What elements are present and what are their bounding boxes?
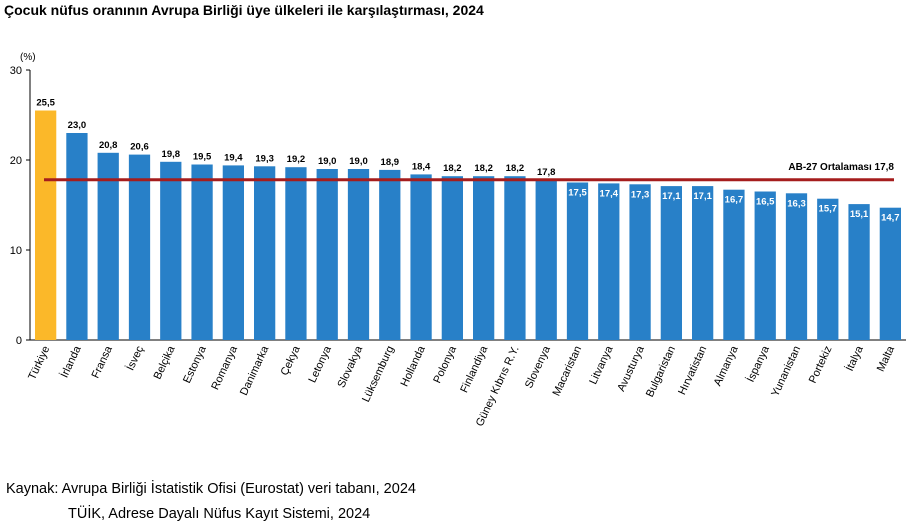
chart-title: Çocuk nüfus oranının Avrupa Birliği üye … bbox=[4, 2, 484, 18]
bar bbox=[473, 176, 495, 340]
category-label: Letonya bbox=[307, 343, 335, 384]
bar bbox=[848, 204, 870, 340]
data-label: 18,9 bbox=[381, 157, 400, 168]
y-tick-label: 30 bbox=[10, 65, 22, 77]
category-label: Belçika bbox=[152, 343, 178, 381]
source-note-line-2: TÜİK, Adrese Dayalı Nüfus Kayıt Sistemi,… bbox=[68, 506, 371, 522]
source-note-line-1: Kaynak: Avrupa Birliği İstatistik Ofisi … bbox=[6, 481, 416, 497]
category-label: Bulgaristan bbox=[644, 344, 678, 399]
data-label: 17,1 bbox=[662, 191, 681, 202]
bar bbox=[692, 186, 714, 340]
data-label: 18,2 bbox=[474, 163, 493, 174]
data-label: 17,5 bbox=[568, 188, 587, 199]
data-label: 19,5 bbox=[193, 152, 212, 163]
category-label: Çekya bbox=[279, 343, 303, 377]
bar bbox=[97, 152, 119, 340]
bar bbox=[566, 182, 589, 340]
bar-chart: 0 10 20 30 (%) 25,5 23,0 20,8 20,6 19,8 19,5 19,4 1… bbox=[10, 52, 906, 428]
data-label: 19,0 bbox=[318, 156, 337, 167]
category-label: Lüksemburg bbox=[360, 344, 396, 404]
y-tick-label: 0 bbox=[16, 335, 22, 347]
category-label: İsveç bbox=[124, 343, 147, 372]
data-label: 20,8 bbox=[99, 140, 118, 151]
average-reference-label: AB-27 Ortalaması 17,8 bbox=[788, 162, 894, 173]
category-label: İtalya bbox=[843, 343, 866, 373]
data-label: 19,2 bbox=[287, 154, 306, 165]
data-label: 14,7 bbox=[881, 213, 900, 224]
bar-series bbox=[35, 110, 901, 340]
bar bbox=[723, 189, 745, 340]
bar bbox=[35, 110, 57, 340]
data-label: 17,1 bbox=[693, 191, 712, 202]
value-labels: 25,5 23,0 20,8 20,6 19,8 19,5 19,4 19,3 19,2 19,0… bbox=[36, 98, 899, 224]
average-line-group: AB-27 Ortalaması 17,8 bbox=[44, 162, 894, 182]
bar bbox=[191, 164, 213, 340]
data-label: 16,7 bbox=[725, 195, 744, 206]
category-label: Fransa bbox=[90, 343, 116, 380]
bar bbox=[254, 166, 276, 340]
bar bbox=[128, 154, 151, 340]
category-label: Almanya bbox=[712, 343, 741, 388]
category-label: Estonya bbox=[181, 343, 209, 385]
data-label: 15,1 bbox=[850, 209, 869, 220]
data-label: 17,3 bbox=[631, 189, 650, 200]
data-label: 19,3 bbox=[255, 153, 274, 164]
bar bbox=[316, 169, 338, 340]
data-label: 20,6 bbox=[130, 142, 149, 153]
data-label: 19,0 bbox=[349, 156, 368, 167]
data-label: 18,2 bbox=[443, 163, 462, 174]
data-label: 17,4 bbox=[600, 188, 619, 199]
category-label: İrlanda bbox=[58, 343, 84, 380]
category-label: Finlandiya bbox=[458, 343, 490, 394]
bar bbox=[598, 183, 620, 340]
category-label: Yunanistan bbox=[769, 344, 803, 398]
bar bbox=[785, 193, 808, 340]
bar bbox=[347, 169, 370, 340]
category-label: Danimarka bbox=[238, 343, 272, 397]
data-label: 19,4 bbox=[224, 152, 243, 163]
data-label: 18,2 bbox=[506, 163, 525, 174]
category-label: Litvanya bbox=[587, 343, 616, 386]
bar bbox=[754, 191, 776, 340]
category-label: Macaristan bbox=[551, 344, 585, 398]
category-label: Romanya bbox=[209, 343, 240, 392]
data-label: 16,5 bbox=[756, 197, 775, 208]
bar bbox=[660, 186, 682, 340]
bar bbox=[629, 184, 651, 340]
category-label: Portekiz bbox=[807, 344, 835, 385]
bar bbox=[504, 176, 526, 340]
category-label: İspanya bbox=[744, 343, 772, 384]
data-label: 25,5 bbox=[36, 98, 55, 109]
data-label: 18,4 bbox=[412, 161, 431, 172]
data-label: 19,8 bbox=[162, 149, 181, 160]
y-axis-unit-label: (%) bbox=[20, 52, 36, 63]
category-label: Avusturya bbox=[615, 343, 647, 393]
bar bbox=[160, 161, 182, 340]
category-label: Türkiye bbox=[26, 344, 52, 382]
data-label: 16,3 bbox=[787, 198, 806, 209]
bar bbox=[535, 179, 557, 340]
category-label: Hollanda bbox=[399, 343, 429, 388]
bar bbox=[222, 165, 244, 340]
bar bbox=[410, 174, 432, 340]
bar bbox=[441, 176, 463, 340]
category-label: Polonya bbox=[431, 343, 459, 385]
category-label: Hırvatistan bbox=[676, 344, 709, 397]
bar bbox=[817, 198, 839, 340]
bar bbox=[285, 167, 307, 340]
category-label: Slovenya bbox=[523, 343, 553, 390]
data-label: 15,7 bbox=[819, 204, 838, 215]
data-label: 23,0 bbox=[68, 120, 87, 131]
data-label: 17,8 bbox=[537, 167, 556, 178]
category-labels: Türkiye İrlanda Fransa İsveç Belçika Estonya R… bbox=[26, 343, 897, 428]
y-tick-label: 10 bbox=[10, 245, 22, 257]
bar bbox=[879, 207, 901, 340]
bar bbox=[379, 169, 401, 340]
category-label: Malta bbox=[875, 343, 898, 373]
bar bbox=[66, 133, 88, 340]
y-tick-label: 20 bbox=[10, 155, 22, 167]
category-label: Slovakya bbox=[335, 343, 365, 389]
